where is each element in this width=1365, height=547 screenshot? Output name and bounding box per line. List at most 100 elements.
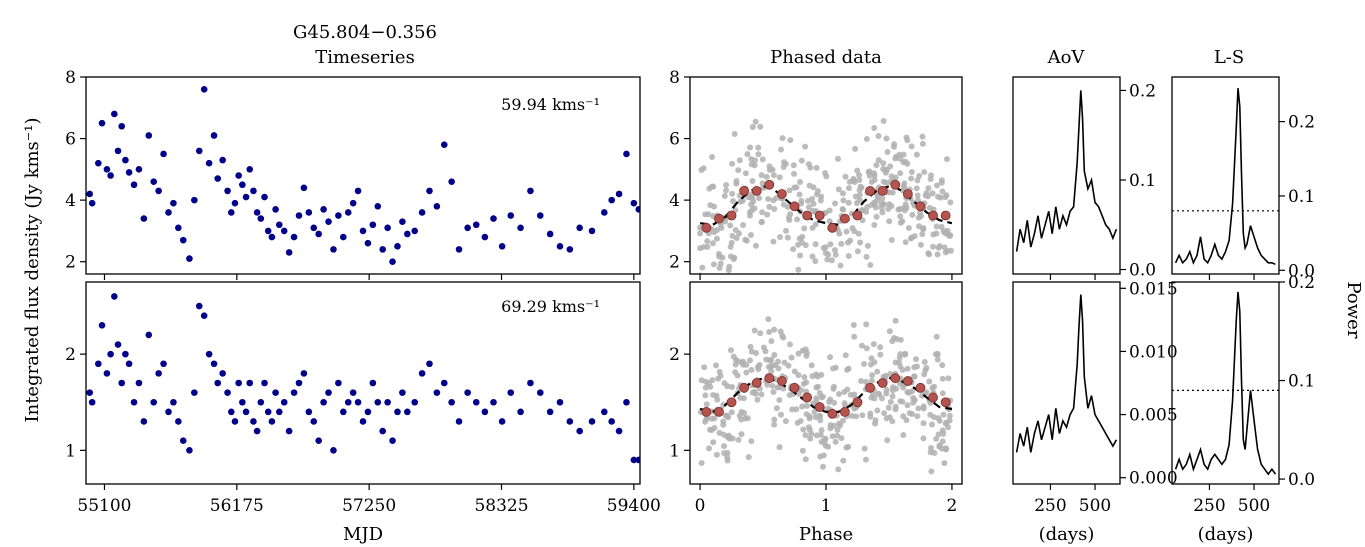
phased-point xyxy=(877,344,884,351)
phased-point xyxy=(862,456,869,463)
phased-point xyxy=(776,174,783,181)
phased-point xyxy=(820,245,827,252)
phased-point xyxy=(870,391,877,398)
data-point xyxy=(315,230,322,238)
phased-point xyxy=(947,199,954,206)
phased-point xyxy=(866,172,873,179)
timeseries-top-marks xyxy=(86,86,640,265)
phased-point xyxy=(800,426,807,433)
data-point xyxy=(364,408,372,416)
phased-point xyxy=(938,179,945,186)
phased-point xyxy=(698,166,705,173)
phased-point xyxy=(850,322,857,329)
phased-point xyxy=(863,136,870,143)
data-point xyxy=(118,122,126,130)
phased-point xyxy=(820,463,827,470)
phased-point xyxy=(802,143,809,150)
phased-point xyxy=(838,240,845,247)
phased-point xyxy=(903,134,910,141)
phased-point xyxy=(759,209,766,216)
phased-point xyxy=(790,246,797,253)
phased-point xyxy=(858,342,865,349)
data-point xyxy=(122,350,129,358)
phased-point xyxy=(908,143,915,150)
phased-point xyxy=(863,345,870,352)
phased-point xyxy=(809,195,816,202)
data-point xyxy=(155,187,162,195)
data-point xyxy=(455,246,463,253)
phased-point xyxy=(697,245,704,252)
data-point xyxy=(481,233,489,241)
phased-point xyxy=(913,151,920,158)
phased-point xyxy=(809,373,816,380)
phased-point xyxy=(887,398,894,405)
phased-point xyxy=(897,398,904,405)
data-point xyxy=(118,379,126,387)
phased-point xyxy=(851,333,858,340)
data-point xyxy=(235,172,242,179)
data-point xyxy=(384,224,391,232)
phased-point xyxy=(840,197,847,204)
phased-point xyxy=(908,234,915,241)
phased-top-ytick-label: 8 xyxy=(669,68,680,88)
phased-point xyxy=(935,431,942,438)
phased-point xyxy=(766,163,773,170)
phased-point xyxy=(835,155,842,162)
phased-point xyxy=(706,185,713,192)
phased-point xyxy=(889,393,896,400)
phased-point xyxy=(900,432,907,439)
phased-point xyxy=(796,191,803,198)
data-point xyxy=(527,187,534,195)
binned-point xyxy=(751,185,762,196)
phased-point xyxy=(900,151,907,158)
phased-point xyxy=(939,362,946,369)
binned-point xyxy=(827,408,838,419)
phased-point xyxy=(807,435,814,442)
data-point xyxy=(191,196,198,204)
data-point xyxy=(195,302,203,310)
phased-point xyxy=(803,411,810,418)
phased-point xyxy=(917,241,924,248)
phased-point xyxy=(835,390,842,397)
phased-point xyxy=(754,396,761,403)
data-point xyxy=(214,175,222,182)
phased-point xyxy=(716,250,723,257)
phased-point xyxy=(752,157,759,164)
binned-point xyxy=(839,406,850,417)
timeseries-bottom-frame xyxy=(85,281,641,485)
data-point xyxy=(264,227,272,235)
data-point xyxy=(404,408,411,416)
phased-point xyxy=(930,243,937,250)
data-point xyxy=(86,190,93,198)
phased-point xyxy=(775,365,782,372)
phased-point xyxy=(847,237,854,244)
phased-point xyxy=(914,177,921,184)
data-point xyxy=(379,427,386,435)
data-point xyxy=(507,389,515,396)
phased-point xyxy=(875,390,882,397)
data-point xyxy=(231,199,239,207)
phased-point xyxy=(845,199,852,206)
phased-point xyxy=(749,124,756,131)
phased-point xyxy=(707,383,714,390)
phased-point xyxy=(827,396,834,403)
data-point xyxy=(615,427,623,435)
data-point xyxy=(349,199,357,207)
phased-point xyxy=(702,392,709,399)
data-point xyxy=(239,181,246,189)
phased-point xyxy=(886,218,893,225)
data-point xyxy=(186,447,193,454)
phased-point xyxy=(801,374,808,381)
binned-point xyxy=(940,397,951,408)
data-point xyxy=(623,398,630,406)
phased-point xyxy=(856,197,863,204)
data-point xyxy=(135,379,143,387)
data-point xyxy=(285,249,293,256)
phased-point xyxy=(864,242,871,249)
phased-point xyxy=(721,450,728,457)
phased-point xyxy=(933,435,940,442)
phased-point xyxy=(710,261,717,268)
phased-point xyxy=(778,146,785,153)
data-point xyxy=(210,360,218,368)
